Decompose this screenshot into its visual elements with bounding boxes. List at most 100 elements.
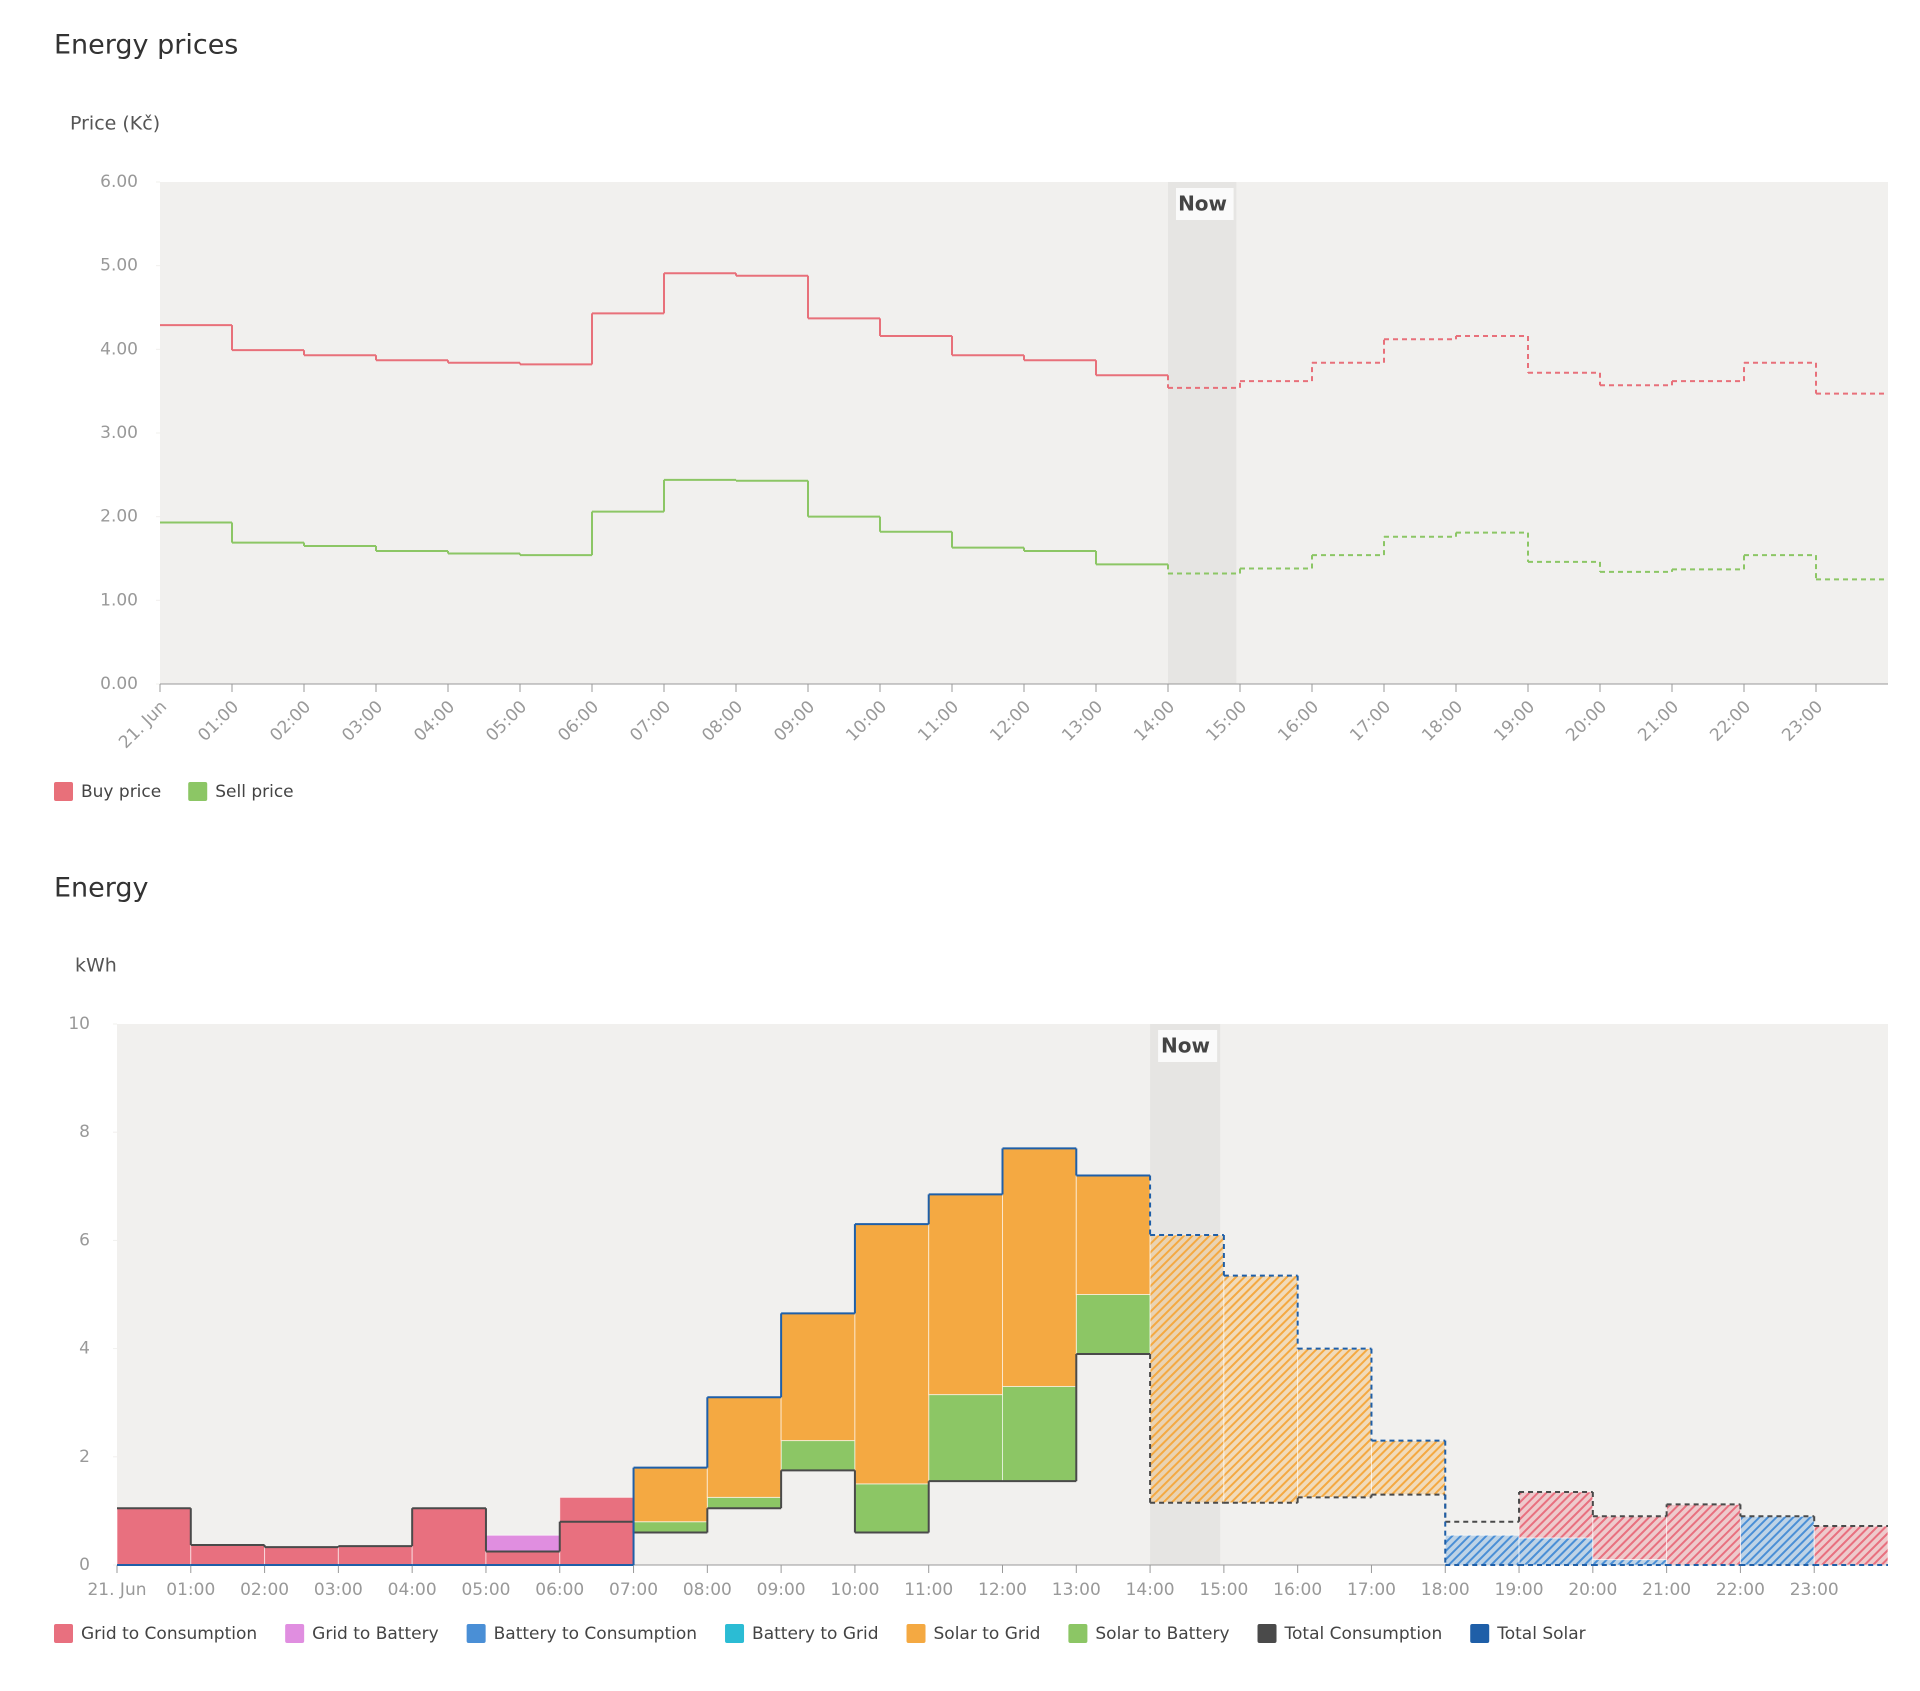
bar-segment <box>706 1496 782 1509</box>
x-tick-label: 16:00 <box>1273 1580 1322 1600</box>
y-axis-label: Price (Kč) <box>70 113 160 135</box>
bar-segment <box>337 1545 413 1566</box>
bar-segment <box>1518 1491 1594 1539</box>
x-tick-label: 23:00 <box>1790 1580 1839 1600</box>
bar-segment <box>780 1440 856 1471</box>
x-tick-label: 17:00 <box>1347 1580 1396 1600</box>
legend-swatch <box>1257 1624 1277 1643</box>
y-tick-label: 2 <box>79 1447 90 1467</box>
x-tick-label: 11:00 <box>914 697 963 746</box>
x-tick-label: 19:00 <box>1495 1580 1544 1600</box>
bar-segment <box>1223 1275 1299 1504</box>
legend-label: Total Solar <box>1496 1624 1585 1644</box>
x-tick-label: 14:00 <box>1130 697 1179 746</box>
x-tick-label: 09:00 <box>770 697 819 746</box>
y-tick-label: 2.00 <box>100 507 138 527</box>
y-tick-label: 10 <box>68 1014 90 1034</box>
x-tick-label: 17:00 <box>1346 697 1395 746</box>
legend-swatch <box>1470 1624 1490 1643</box>
x-tick-label: 13:00 <box>1058 697 1107 746</box>
x-tick-label: 05:00 <box>461 1580 510 1600</box>
y-tick-label: 8 <box>79 1122 90 1142</box>
x-tick-label: 06:00 <box>554 697 603 746</box>
bar-segment <box>1075 1294 1151 1355</box>
bar-segment <box>1149 1234 1225 1504</box>
x-tick-label: 04:00 <box>410 697 459 746</box>
x-tick-label: 20:00 <box>1568 1580 1617 1600</box>
y-tick-label: 0.00 <box>100 674 138 694</box>
bar-segment <box>264 1546 339 1566</box>
bar-segment <box>190 1544 266 1566</box>
bar-segment <box>928 1394 1003 1482</box>
x-tick-label: 23:00 <box>1778 697 1827 746</box>
x-tick-label: 04:00 <box>388 1580 437 1600</box>
chart-title: Energy prices <box>54 30 238 61</box>
x-tick-label: 12:00 <box>978 1580 1027 1600</box>
legend-swatch <box>725 1624 745 1643</box>
x-tick-label: 15:00 <box>1202 697 1251 746</box>
x-tick-label: 08:00 <box>683 1580 732 1600</box>
x-tick-label: 14:00 <box>1126 1580 1175 1600</box>
x-tick-label: 02:00 <box>240 1580 289 1600</box>
bar-segment <box>485 1550 561 1566</box>
x-tick-label: 21:00 <box>1634 697 1683 746</box>
legend-swatch <box>54 1624 73 1643</box>
x-tick-label: 13:00 <box>1052 1580 1101 1600</box>
legend-label: Solar to Battery <box>1095 1624 1229 1644</box>
y-tick-label: 3.00 <box>100 423 138 443</box>
now-label: Now <box>1161 1034 1210 1058</box>
chart-title: Energy <box>54 873 149 904</box>
x-tick-label: 19:00 <box>1490 697 1539 746</box>
bar-segment <box>1518 1537 1594 1566</box>
x-tick-label: 03:00 <box>338 697 387 746</box>
x-tick-label: 01:00 <box>166 1580 215 1600</box>
x-tick-label: 21:00 <box>1642 1580 1691 1600</box>
bar-segment <box>706 1396 782 1498</box>
x-tick-label: 05:00 <box>482 697 531 746</box>
now-band <box>1168 182 1237 684</box>
y-tick-label: 4 <box>79 1339 90 1359</box>
legend-label: Grid to Consumption <box>81 1624 257 1644</box>
bar-segment <box>854 1483 930 1534</box>
x-tick-label: 18:00 <box>1421 1580 1470 1600</box>
bar-segment <box>559 1496 635 1566</box>
bar-segment <box>854 1223 930 1485</box>
y-axis-label: kWh <box>75 955 117 977</box>
legend-swatch <box>188 782 208 801</box>
bar-segment <box>1002 1385 1077 1482</box>
legend-swatch <box>906 1624 926 1643</box>
now-label: Now <box>1178 192 1227 216</box>
x-tick-label: 21. Jun <box>115 697 171 753</box>
legend-swatch <box>54 782 73 801</box>
bar-segment <box>928 1193 1003 1396</box>
plot-area <box>160 182 1888 684</box>
x-tick-label: 11:00 <box>904 1580 953 1600</box>
x-tick-label: 22:00 <box>1706 697 1755 746</box>
y-tick-label: 4.00 <box>100 339 138 359</box>
x-tick-label: 12:00 <box>986 697 1035 746</box>
x-tick-label: 01:00 <box>194 697 243 746</box>
legend-label: Battery to Consumption <box>494 1624 697 1644</box>
bar-segment <box>1444 1534 1520 1566</box>
x-tick-label: 07:00 <box>626 697 675 746</box>
bar-segment <box>1666 1503 1741 1566</box>
x-tick-label: 09:00 <box>757 1580 806 1600</box>
now-badge <box>1176 188 1234 220</box>
y-tick-label: 0 <box>79 1555 90 1575</box>
bar-segment <box>1075 1174 1151 1295</box>
y-tick-label: 6.00 <box>100 172 138 192</box>
x-tick-label: 10:00 <box>842 697 891 746</box>
legend-label: Battery to Grid <box>752 1624 878 1644</box>
bar-segment <box>1002 1147 1077 1387</box>
legend-label: Sell price <box>215 782 293 802</box>
legend-label: Total Consumption <box>1284 1624 1443 1644</box>
bar-segment <box>1739 1515 1815 1566</box>
x-tick-label: 16:00 <box>1274 697 1323 746</box>
x-tick-label: 06:00 <box>535 1580 584 1600</box>
x-tick-label: 22:00 <box>1716 1580 1765 1600</box>
x-tick-label: 15:00 <box>1199 1580 1248 1600</box>
x-tick-label: 08:00 <box>698 697 747 746</box>
bar-segment <box>411 1507 487 1566</box>
legend-swatch <box>466 1624 486 1643</box>
